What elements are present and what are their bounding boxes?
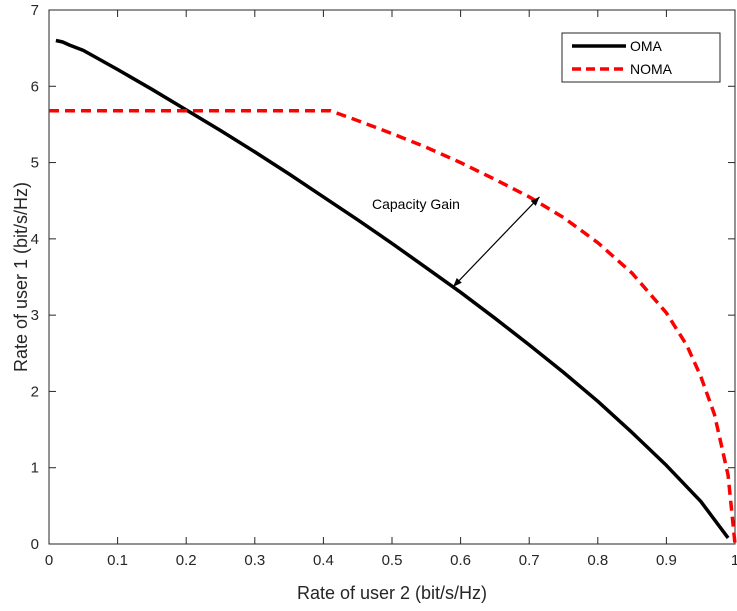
capacity-gain-annotation: Capacity Gain [372, 196, 460, 212]
series-line-oma [55, 38, 730, 539]
legend-box [561, 32, 721, 83]
legend-noma-label: NOMA [630, 61, 673, 77]
y-tick-label: 4 [31, 231, 39, 248]
x-tick-label: 0.1 [107, 552, 128, 569]
y-axis-label: Rate of user 1 (bit/s/Hz) [11, 182, 31, 372]
x-tick-label: 0.8 [587, 552, 608, 569]
y-tick-label: 7 [31, 2, 39, 19]
y-tick-label: 3 [31, 307, 39, 324]
x-tick-label: 0.2 [176, 552, 197, 569]
y-tick-label: 2 [31, 383, 39, 400]
x-axis-ticks: 0 0.1 0.2 0.3 0.4 0.5 0.6 0.7 0.8 0.9 1 [45, 10, 737, 569]
y-axis-ticks: 0 1 2 3 4 5 6 7 [31, 2, 735, 553]
x-tick-label: 0 [45, 552, 53, 569]
legend-oma-label: OMA [630, 38, 663, 54]
legend: OMA NOMA [561, 32, 721, 83]
capacity-gain-arrow [453, 196, 540, 287]
x-tick-label: 0.3 [244, 552, 265, 569]
y-tick-label: 1 [31, 460, 39, 477]
annotation-layer: Capacity Gain [372, 196, 540, 287]
y-tick-label: 0 [31, 536, 39, 553]
plot-area [48, 9, 736, 545]
x-axis-label: Rate of user 2 (bit/s/Hz) [297, 583, 487, 603]
x-tick-label: 0.7 [519, 552, 540, 569]
y-tick-label: 6 [31, 78, 39, 95]
x-tick-label: 0.5 [382, 552, 403, 569]
y-tick-label: 5 [31, 155, 39, 172]
x-tick-label: 0.9 [656, 552, 677, 569]
x-tick-label: 0.4 [313, 552, 334, 569]
x-tick-label: 0.6 [450, 552, 471, 569]
x-tick-label: 1 [731, 552, 737, 569]
